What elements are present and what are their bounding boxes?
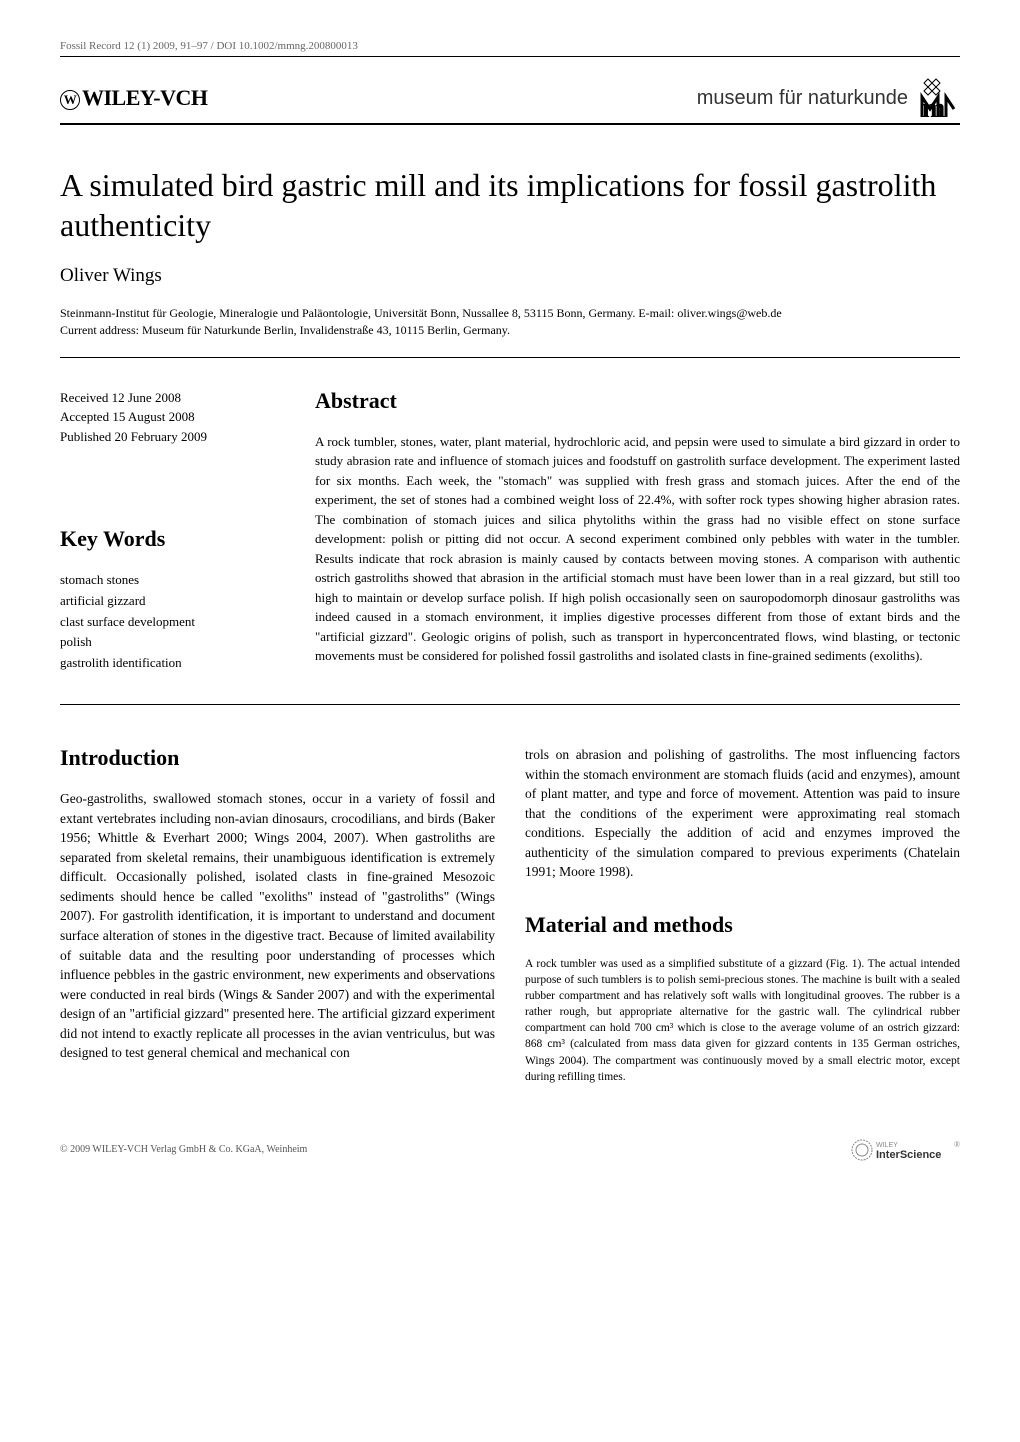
keyword-item: polish xyxy=(60,632,285,653)
museum-m-icon: m xyxy=(918,77,960,119)
header-bottom-rule xyxy=(60,123,960,125)
keyword-item: gastrolith identification xyxy=(60,653,285,674)
abstract-text: A rock tumbler, stones, water, plant mat… xyxy=(315,432,960,666)
svg-text:m: m xyxy=(922,93,945,119)
abstract-left-column: Received 12 June 2008 Accepted 15 August… xyxy=(60,388,285,674)
affiliation-line1: Steinmann-Institut für Geologie, Mineral… xyxy=(60,305,960,322)
affiliation-line2: Current address: Museum für Naturkunde B… xyxy=(60,322,960,339)
abstract-right-column: Abstract A rock tumbler, stones, water, … xyxy=(315,388,960,674)
footer: © 2009 WILEY-VCH Verlag GmbH & Co. KGaA,… xyxy=(60,1135,960,1165)
interscience-icon: WILEY InterScience ® xyxy=(850,1135,960,1165)
introduction-continued: trols on abrasion and polishing of gastr… xyxy=(525,745,960,882)
copyright-text: © 2009 WILEY-VCH Verlag GmbH & Co. KGaA,… xyxy=(60,1144,307,1155)
svg-text:WILEY: WILEY xyxy=(876,1142,898,1149)
published-date: Published 20 February 2009 xyxy=(60,427,285,447)
keyword-item: stomach stones xyxy=(60,570,285,591)
received-date: Received 12 June 2008 xyxy=(60,388,285,408)
citation-line: Fossil Record 12 (1) 2009, 91–97 / DOI 1… xyxy=(60,40,960,52)
abstract-heading: Abstract xyxy=(315,388,960,414)
right-column: trols on abrasion and polishing of gastr… xyxy=(525,745,960,1085)
left-column: Introduction Geo-gastroliths, swallowed … xyxy=(60,745,495,1085)
introduction-text: Geo-gastroliths, swallowed stomach stone… xyxy=(60,789,495,1063)
top-rule xyxy=(60,56,960,57)
methods-heading: Material and methods xyxy=(525,912,960,938)
header-row: WWILEY-VCH museum für naturkunde m xyxy=(60,77,960,119)
author: Oliver Wings xyxy=(60,265,960,287)
svg-text:InterScience: InterScience xyxy=(876,1149,941,1161)
publisher-logo: WWILEY-VCH xyxy=(60,85,208,111)
keywords-list: stomach stones artificial gizzard clast … xyxy=(60,570,285,674)
rule-2 xyxy=(60,704,960,705)
keyword-item: clast surface development xyxy=(60,612,285,633)
introduction-heading: Introduction xyxy=(60,745,495,771)
wiley-circle-icon: W xyxy=(60,90,80,110)
svg-text:®: ® xyxy=(954,1140,960,1149)
affiliation: Steinmann-Institut für Geologie, Mineral… xyxy=(60,305,960,339)
methods-text: A rock tumbler was used as a simplified … xyxy=(525,956,960,1085)
page-title: A simulated bird gastric mill and its im… xyxy=(60,165,960,245)
dates-block: Received 12 June 2008 Accepted 15 August… xyxy=(60,388,285,447)
accepted-date: Accepted 15 August 2008 xyxy=(60,407,285,427)
keywords-heading: Key Words xyxy=(60,526,285,552)
keyword-item: artificial gizzard xyxy=(60,591,285,612)
publisher-name: WILEY-VCH xyxy=(82,85,208,110)
museum-row: museum für naturkunde m xyxy=(697,77,960,119)
body-columns: Introduction Geo-gastroliths, swallowed … xyxy=(60,745,960,1085)
museum-text: museum für naturkunde xyxy=(697,87,908,110)
rule xyxy=(60,357,960,358)
abstract-section: Received 12 June 2008 Accepted 15 August… xyxy=(60,388,960,674)
